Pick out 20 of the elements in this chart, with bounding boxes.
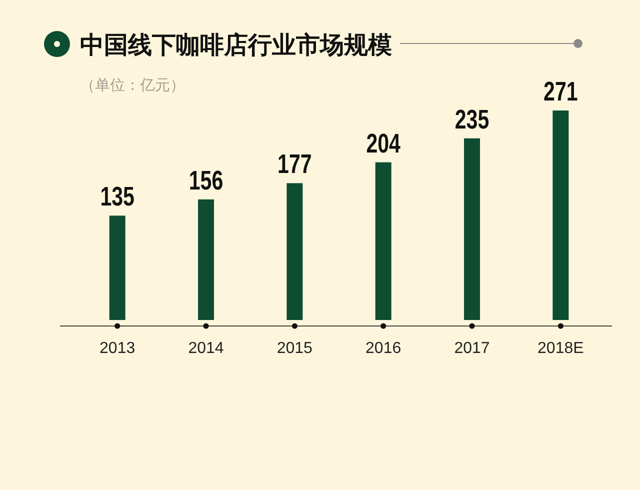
x-tick-label: 2018E: [538, 340, 584, 357]
bar: [375, 162, 392, 320]
chart-subtitle: （单位：亿元）: [80, 77, 185, 94]
x-tick-label: 2016: [366, 340, 402, 357]
x-tick-label: 2015: [276, 340, 313, 357]
x-tick-label: 2014: [188, 340, 224, 357]
bar: [109, 216, 126, 320]
data-label: 204: [366, 128, 402, 160]
data-label: 235: [454, 104, 490, 136]
x-tick-label: 2017: [454, 340, 490, 357]
bar: [198, 199, 214, 320]
bar: [464, 138, 480, 320]
data-label: 135: [100, 182, 134, 212]
bar: [552, 110, 569, 320]
data-label: 156: [188, 166, 224, 196]
data-label: 271: [544, 76, 578, 108]
bar: [286, 183, 303, 320]
x-tick-label: 2013: [100, 340, 136, 357]
data-label: 177: [278, 150, 312, 180]
chart-title: 中国线下咖啡店行业市场规模: [80, 32, 392, 59]
